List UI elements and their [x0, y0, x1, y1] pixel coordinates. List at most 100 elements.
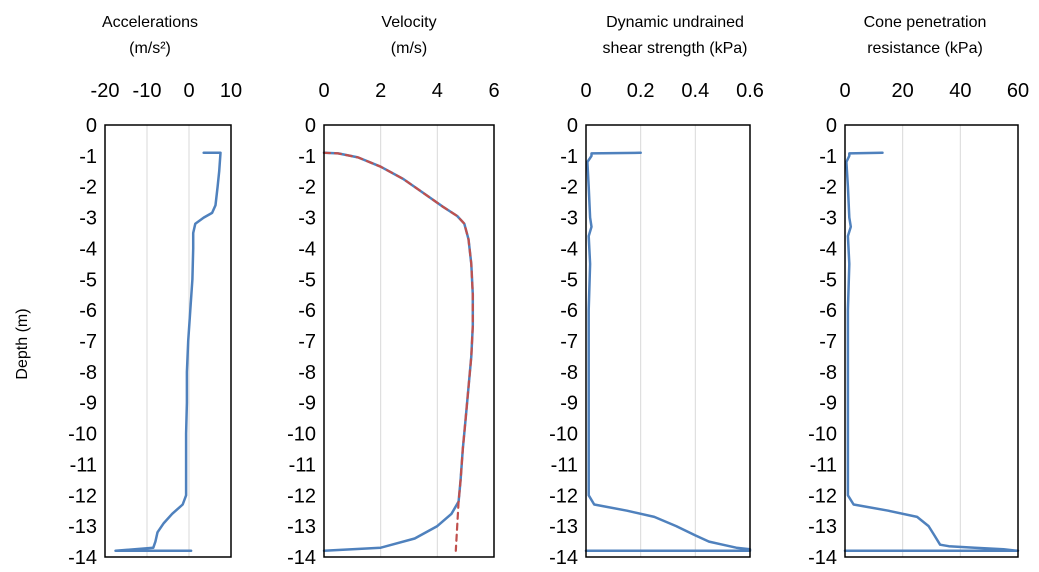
y-tick-label: -12 [549, 485, 578, 507]
y-tick-label: -6 [298, 300, 316, 322]
y-tick-label: -1 [560, 146, 578, 168]
y-tick-label: -3 [79, 208, 97, 230]
y-tick-label: -7 [79, 331, 97, 353]
y-tick-label: -4 [560, 238, 578, 260]
y-tick-label: -5 [560, 269, 578, 291]
y-tick-label: -10 [549, 424, 578, 446]
series-line [843, 151, 1020, 553]
x-tick-label: 2 [375, 80, 386, 102]
y-tick-label: -14 [808, 547, 837, 569]
y-tick-label: -3 [298, 208, 316, 230]
series-line [584, 151, 752, 553]
y-tick-label: -4 [819, 238, 837, 260]
series-layer [584, 151, 752, 553]
x-tick-label: 20 [892, 80, 914, 102]
y-tick-labels: 0 -1 -2 -3 -4 -5 -6 -7 -8 -9 -10 -11 -12 -13 -14 [287, 115, 316, 569]
y-tick-label: -11 [551, 454, 578, 476]
chart-title-line: shear strength (kPa) [603, 40, 748, 57]
y-axis-label: Depth (m) [14, 308, 31, 379]
y-tick-label: -3 [819, 208, 837, 230]
y-tick-label: -5 [79, 269, 97, 291]
chart-title-line: Velocity [381, 14, 436, 31]
series-line [114, 151, 222, 553]
x-tick-label: 10 [220, 80, 242, 102]
y-tick-label: -7 [819, 331, 837, 353]
y-tick-label: -12 [287, 485, 316, 507]
y-tick-label: -6 [560, 300, 578, 322]
plot-frame [104, 124, 232, 558]
y-tick-label: -8 [560, 362, 578, 384]
x-tick-label: 0.2 [627, 80, 655, 102]
x-tick-label: -10 [133, 80, 162, 102]
grid-layer [380, 125, 438, 557]
series-line [322, 151, 474, 552]
y-tick-label: -2 [560, 177, 578, 199]
chart-title-line: resistance (kPa) [867, 40, 983, 57]
grid-layer [146, 125, 190, 557]
panel-shear-strength: Dynamic undrained shear strength (kPa) 0… [549, 14, 764, 569]
y-tick-label: -10 [808, 424, 837, 446]
y-tick-label: -13 [68, 516, 97, 538]
x-tick-label: 40 [949, 80, 971, 102]
y-tick-label: -7 [560, 331, 578, 353]
y-tick-label: -7 [298, 331, 316, 353]
plot-frame [844, 124, 1019, 558]
y-tick-labels: 0 -1 -2 -3 -4 -5 -6 -7 -8 -9 -10 -11 -12 -13 -14 [549, 115, 578, 569]
x-tick-label: 0 [839, 80, 850, 102]
series-layer [322, 151, 475, 553]
y-tick-label: -3 [560, 208, 578, 230]
panel-cone-resistance: Cone penetration resistance (kPa) 0 20 40 6… [808, 14, 1029, 569]
y-tick-label: 0 [826, 115, 837, 137]
chart-title-line: Dynamic undrained [606, 14, 744, 31]
y-tick-label: -12 [68, 485, 97, 507]
y-tick-label: -9 [560, 393, 578, 415]
y-tick-label: 0 [567, 115, 578, 137]
y-tick-label: -6 [79, 300, 97, 322]
plot-frame [585, 124, 751, 558]
y-tick-label: -14 [549, 547, 578, 569]
panel-accelerations: Accelerations (m/s²) Depth (m) -20 -10 0 10… [14, 14, 242, 569]
y-tick-labels: 0 -1 -2 -3 -4 -5 -6 -7 -8 -9 -10 -11 -12 -13 -14 [68, 115, 97, 569]
y-tick-label: -2 [819, 177, 837, 199]
y-tick-label: -4 [298, 238, 316, 260]
y-tick-label: -8 [79, 362, 97, 384]
grid-layer [902, 125, 961, 557]
x-tick-label: 0.6 [736, 80, 764, 102]
y-tick-label: -13 [808, 516, 837, 538]
y-tick-label: -13 [287, 516, 316, 538]
y-tick-label: -5 [298, 269, 316, 291]
panel-velocity: Velocity (m/s) 0 2 4 6 0 -1 -2 -3 -4 -5 -6 -7 -8 -9 -… [287, 14, 499, 569]
x-tick-label: 4 [432, 80, 443, 102]
y-tick-label: -2 [298, 177, 316, 199]
y-tick-label: -4 [79, 238, 97, 260]
y-tick-label: -14 [287, 547, 316, 569]
x-tick-labels: -20 -10 0 10 [91, 80, 243, 102]
y-tick-label: -11 [70, 454, 97, 476]
y-tick-label: -9 [298, 393, 316, 415]
grid-layer [640, 125, 696, 557]
plot-frame [323, 124, 495, 558]
x-tick-label: 6 [488, 80, 499, 102]
y-tick-label: -11 [810, 454, 837, 476]
y-tick-label: 0 [305, 115, 316, 137]
x-tick-label: 0.4 [681, 80, 709, 102]
y-tick-label: -2 [79, 177, 97, 199]
y-tick-label: -8 [819, 362, 837, 384]
y-tick-label: -13 [549, 516, 578, 538]
y-tick-label: -11 [289, 454, 316, 476]
series-layer [114, 151, 222, 553]
x-tick-label: 0 [183, 80, 194, 102]
chart-title-line: Accelerations [102, 14, 198, 31]
y-tick-label: -6 [819, 300, 837, 322]
y-tick-label: -5 [819, 269, 837, 291]
y-tick-label: -10 [68, 424, 97, 446]
y-tick-label: -8 [298, 362, 316, 384]
series-layer [843, 151, 1020, 553]
x-tick-label: 0 [318, 80, 329, 102]
x-tick-label: -20 [91, 80, 120, 102]
x-tick-label: 0 [580, 80, 591, 102]
y-tick-label: -1 [298, 146, 316, 168]
y-tick-label: -14 [68, 547, 97, 569]
y-tick-label: -9 [819, 393, 837, 415]
